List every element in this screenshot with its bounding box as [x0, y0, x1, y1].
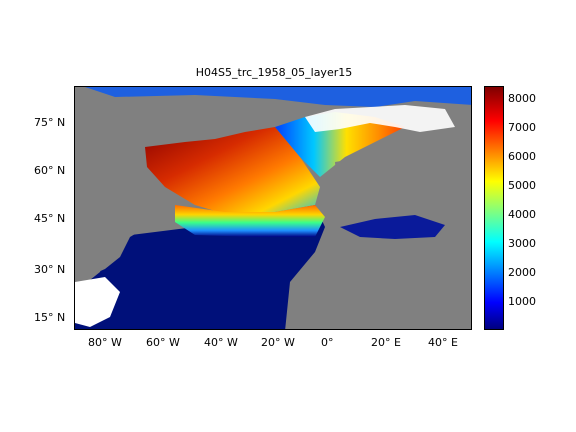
lat-tick-30: 30° N — [34, 263, 66, 276]
colorbar-tick-3000: 3000 — [508, 237, 536, 250]
lon-tick-60w: 60° W — [146, 336, 180, 349]
lon-tick-40e: 40° E — [428, 336, 458, 349]
lon-tick-20w: 20° W — [261, 336, 295, 349]
greenland-land — [155, 99, 280, 142]
lon-tick-20e: 20° E — [371, 336, 401, 349]
mid-latitude-front — [175, 205, 325, 237]
lon-tick-0: 0° — [321, 336, 334, 349]
lat-tick-60: 60° N — [34, 164, 66, 177]
lon-tick-40w: 40° W — [204, 336, 238, 349]
lon-tick-80w: 80° W — [88, 336, 122, 349]
lat-tick-75: 75° N — [34, 116, 66, 129]
lat-tick-45: 45° N — [34, 212, 66, 225]
map-title: H04S5_trc_1958_05_layer15 — [195, 66, 353, 79]
map-plot-area — [74, 86, 472, 330]
colorbar-tick-1000: 1000 — [508, 295, 536, 308]
lat-tick-15: 15° N — [34, 311, 66, 324]
colorbar-tick-6000: 6000 — [508, 150, 536, 163]
colorbar-tick-5000: 5000 — [508, 179, 536, 192]
nordic-seas-water — [275, 112, 405, 177]
subpolar-gyre-water — [145, 127, 320, 217]
arctic-water — [85, 87, 471, 107]
colorbar-tick-8000: 8000 — [508, 92, 536, 105]
colorbar — [484, 86, 504, 330]
colorbar-tick-2000: 2000 — [508, 266, 536, 279]
arctic-missing — [305, 105, 455, 132]
north-america-land — [75, 107, 175, 282]
caribbean-missing — [75, 277, 120, 327]
map-svg — [75, 87, 471, 329]
colorbar-tick-4000: 4000 — [508, 208, 536, 221]
colorbar-tick-7000: 7000 — [508, 121, 536, 134]
mediterranean-water — [340, 215, 445, 239]
